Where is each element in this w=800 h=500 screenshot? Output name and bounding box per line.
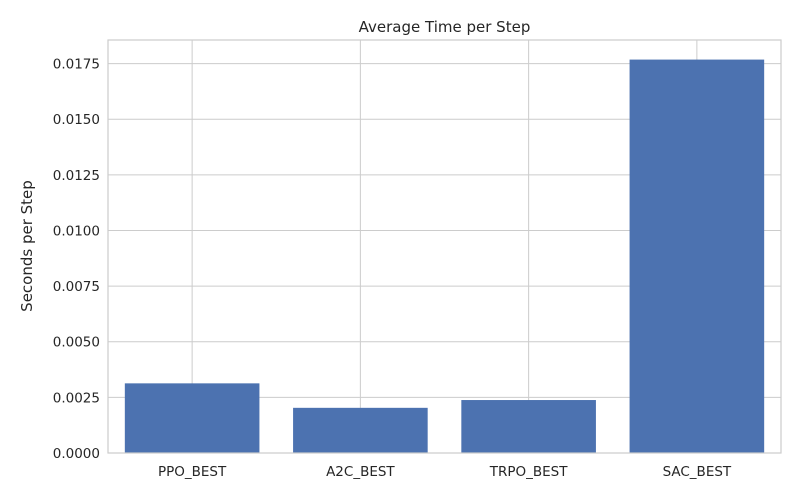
x-tick-label: PPO_BEST (158, 464, 227, 480)
axes-frame (107, 39, 782, 454)
bar-trpo-best (461, 400, 596, 453)
x-tick-label: SAC_BEST (663, 464, 732, 480)
y-tick-label: 0.0150 (53, 112, 100, 128)
y-tick-label: 0.0075 (53, 279, 100, 295)
bar-sac-best (629, 59, 765, 453)
x-tick-label: A2C_BEST (326, 464, 395, 480)
y-tick-label: 0.0125 (53, 168, 100, 184)
y-tick-label: 0.0000 (53, 446, 100, 462)
y-tick-label: 0.0050 (53, 335, 100, 351)
bar-a2c-best (293, 407, 428, 453)
y-tick-label: 0.0175 (53, 57, 100, 73)
plot-area: 0.0000 0.0025 0.0050 0.0075 0.0100 0.0125 0.01… (53, 39, 782, 480)
chart-title: Average Time per Step (359, 18, 531, 36)
bar-ppo-best (124, 383, 260, 453)
y-tick-label: 0.0100 (53, 223, 100, 239)
y-tick-label: 0.0025 (53, 390, 100, 406)
y-axis-title: Seconds per Step (18, 180, 36, 312)
x-tick-label: TRPO_BEST (489, 464, 569, 480)
